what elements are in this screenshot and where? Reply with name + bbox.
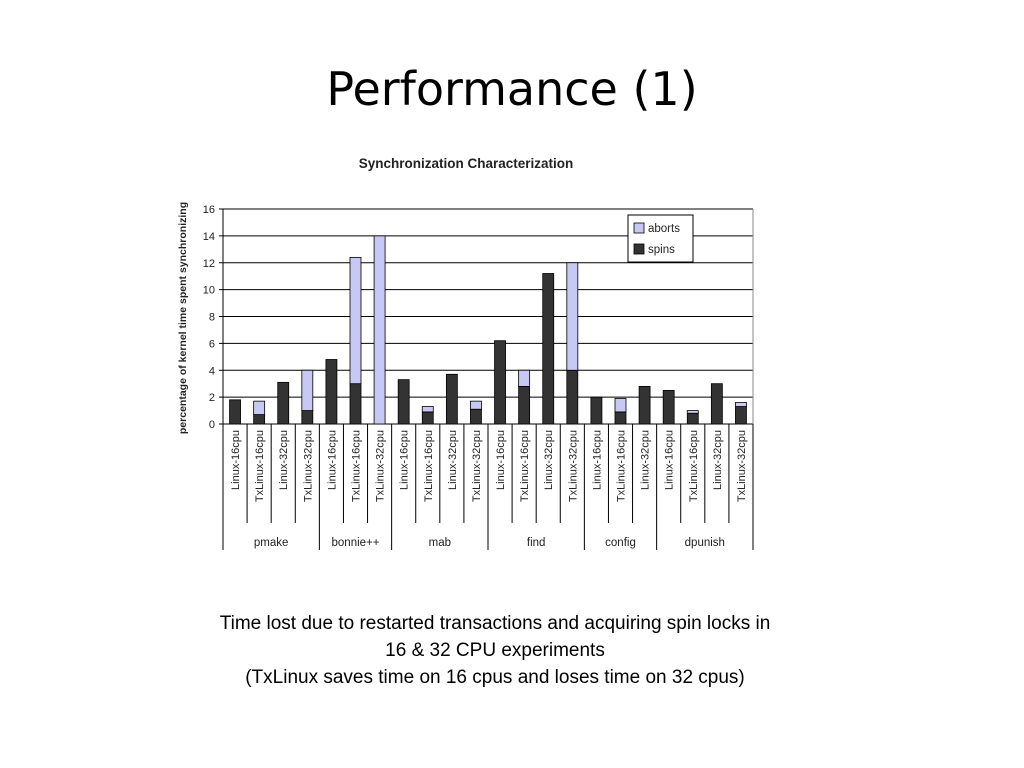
- x-tick-label: TxLinux-32cpu: [567, 430, 579, 502]
- legend-swatch-aborts: [633, 222, 645, 234]
- y-tick-label: 0: [209, 419, 215, 431]
- bar-spins: [494, 340, 506, 425]
- legend-label-spins: spins: [648, 244, 675, 256]
- bar-spins: [518, 385, 531, 425]
- group-label: mab: [429, 537, 451, 549]
- x-tick-label: Linux-16cpu: [399, 430, 411, 490]
- x-tick-label: TxLinux-16cpu: [254, 430, 266, 502]
- x-tick-label: TxLinux-32cpu: [375, 430, 387, 502]
- x-tick-label: TxLinux-16cpu: [519, 430, 531, 502]
- legend-label-aborts: aborts: [648, 223, 680, 235]
- legend: aborts spins: [627, 214, 694, 263]
- x-tick-label: Linux-32cpu: [712, 430, 724, 490]
- caption: Time lost due to restarted transactions …: [100, 610, 890, 691]
- y-tick-label: 14: [203, 231, 215, 243]
- x-tick-label: Linux-16cpu: [495, 430, 507, 490]
- x-tick-label: Linux-16cpu: [230, 430, 242, 490]
- x-tick-label: TxLinux-16cpu: [688, 430, 700, 502]
- bar-aborts: [301, 369, 314, 411]
- bar-spins: [470, 408, 482, 425]
- caption-line: 16 & 32 CPU experiments: [385, 640, 605, 661]
- slide-title: Performance (1): [326, 62, 698, 116]
- bar-spins: [566, 369, 579, 425]
- bar-aborts: [614, 398, 627, 413]
- x-tick-label: TxLinux-32cpu: [471, 430, 483, 502]
- y-tick-label: 10: [203, 285, 215, 297]
- bar-spins: [614, 411, 627, 425]
- group-label: dpunish: [685, 537, 725, 549]
- x-tick-label: Linux-16cpu: [591, 430, 603, 490]
- bar-spins: [253, 414, 266, 425]
- chart-title: Synchronization Characterization: [359, 156, 574, 171]
- x-tick-label: TxLinux-32cpu: [302, 430, 314, 502]
- bar-spins: [542, 273, 555, 425]
- y-tick-label: 8: [209, 312, 215, 324]
- x-tick-labels: Linux-16cpu TxLinux-16cpu Linux-32cpu TxLin…: [222, 424, 754, 550]
- x-tick-label: Linux-32cpu: [640, 430, 652, 490]
- bar-spins: [301, 410, 314, 425]
- group-label: bonnie++: [332, 537, 380, 549]
- y-axis-label: percentage of kernel time spent synchron…: [177, 202, 189, 434]
- bar-aborts: [686, 410, 699, 414]
- x-tick-label: Linux-32cpu: [543, 430, 555, 490]
- bar-spins: [735, 406, 747, 425]
- bar-spins: [397, 379, 410, 425]
- y-tick-label: 6: [209, 338, 215, 350]
- bar-spins: [277, 381, 290, 425]
- bar-aborts: [373, 235, 386, 425]
- x-tick-label: TxLinux-32cpu: [736, 430, 748, 502]
- bar-spins: [325, 359, 338, 425]
- bar-aborts: [518, 369, 531, 387]
- y-tick-label: 2: [209, 392, 215, 404]
- bar-spins: [686, 412, 699, 425]
- x-tick-label: TxLinux-16cpu: [351, 430, 363, 502]
- x-tick-label: Linux-32cpu: [447, 430, 459, 490]
- x-tick-label: Linux-16cpu: [326, 430, 338, 490]
- bar-spins: [590, 396, 603, 425]
- bar-aborts: [735, 402, 747, 407]
- x-tick-label: Linux-16cpu: [664, 430, 676, 490]
- caption-line: (TxLinux saves time on 16 cpus and loses…: [245, 667, 745, 688]
- y-tick-label: 12: [203, 258, 215, 270]
- x-tick-label: TxLinux-16cpu: [616, 430, 628, 502]
- legend-swatch-spins: [633, 243, 645, 255]
- bar-aborts: [566, 262, 579, 371]
- group-labels: pmake bonnie++ mab find config dpunish: [254, 523, 754, 550]
- bar-spins: [445, 373, 458, 425]
- caption-line: Time lost due to restarted transactions …: [219, 613, 771, 634]
- group-label: find: [527, 537, 546, 549]
- group-label: pmake: [254, 537, 289, 549]
- y-tick-label: 16: [203, 204, 215, 216]
- bar-spins: [421, 411, 434, 425]
- bar-spins: [710, 383, 723, 425]
- bar-spins: [229, 399, 241, 425]
- bar-aborts: [349, 256, 362, 385]
- bar-spins: [638, 385, 651, 425]
- y-tick-label: 4: [209, 365, 215, 377]
- bar-aborts: [253, 400, 266, 415]
- bar-spins: [662, 390, 675, 425]
- bar-aborts: [421, 406, 434, 413]
- group-label: config: [605, 537, 636, 549]
- chart: Synchronization Characterization percent…: [177, 156, 754, 550]
- y-tick-labels: 0 2 4 6 8 10 12 14 16: [203, 204, 215, 431]
- x-tick-label: Linux-32cpu: [278, 430, 290, 490]
- bar-aborts: [470, 400, 482, 410]
- bars: [229, 235, 747, 425]
- bar-spins: [349, 383, 362, 425]
- x-tick-label: TxLinux-16cpu: [423, 430, 435, 502]
